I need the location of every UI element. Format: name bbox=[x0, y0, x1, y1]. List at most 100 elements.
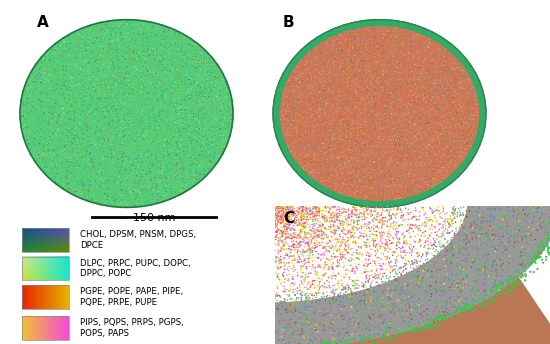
Point bbox=[280, 287, 289, 292]
Point bbox=[307, 304, 316, 309]
Point bbox=[331, 151, 340, 157]
Point bbox=[340, 182, 349, 187]
Point bbox=[89, 103, 97, 108]
Point bbox=[85, 151, 94, 157]
Point bbox=[427, 111, 436, 117]
Point bbox=[444, 224, 453, 229]
Point bbox=[423, 180, 432, 185]
Point bbox=[352, 286, 361, 291]
Point bbox=[323, 100, 332, 106]
Point bbox=[300, 139, 309, 144]
Point bbox=[314, 107, 322, 112]
Point bbox=[320, 225, 329, 230]
Point bbox=[449, 252, 458, 258]
Point bbox=[538, 223, 547, 229]
Point bbox=[304, 82, 312, 88]
Point bbox=[290, 69, 299, 75]
Point bbox=[390, 164, 399, 170]
Point bbox=[366, 86, 375, 92]
Point bbox=[36, 111, 45, 117]
Point bbox=[437, 314, 446, 320]
Point bbox=[331, 132, 339, 138]
Point bbox=[455, 168, 464, 173]
Point bbox=[430, 88, 439, 94]
Point bbox=[154, 71, 163, 77]
Point bbox=[40, 66, 49, 72]
Point bbox=[400, 319, 409, 324]
Point bbox=[309, 204, 318, 210]
Point bbox=[343, 53, 352, 59]
Point bbox=[325, 64, 334, 69]
Point bbox=[147, 178, 156, 183]
Point bbox=[122, 123, 131, 129]
Point bbox=[354, 25, 362, 31]
Point bbox=[289, 144, 298, 150]
Point bbox=[431, 182, 439, 187]
Point bbox=[374, 77, 383, 83]
Point bbox=[372, 65, 381, 71]
Point bbox=[180, 75, 189, 81]
Point bbox=[94, 30, 103, 35]
Point bbox=[292, 217, 301, 223]
Point bbox=[540, 240, 548, 246]
Point bbox=[390, 85, 399, 91]
Point bbox=[291, 323, 300, 328]
Point bbox=[400, 62, 409, 67]
Point bbox=[291, 248, 300, 254]
Point bbox=[310, 162, 319, 168]
Point bbox=[459, 267, 468, 272]
Point bbox=[72, 57, 81, 62]
Point bbox=[359, 284, 368, 289]
Point bbox=[115, 68, 124, 74]
Point bbox=[158, 43, 167, 49]
Point bbox=[146, 167, 155, 172]
Point bbox=[109, 26, 118, 32]
Point bbox=[220, 92, 229, 97]
Point bbox=[294, 155, 302, 161]
Point bbox=[327, 144, 336, 150]
Point bbox=[400, 102, 409, 107]
Point bbox=[499, 267, 508, 273]
Point bbox=[98, 161, 107, 167]
Point bbox=[457, 134, 466, 140]
Point bbox=[326, 71, 334, 77]
Point bbox=[283, 218, 292, 224]
Point bbox=[353, 215, 362, 221]
Point bbox=[416, 154, 425, 160]
Point bbox=[416, 155, 425, 160]
Point bbox=[202, 98, 211, 103]
Point bbox=[278, 204, 287, 209]
Point bbox=[458, 94, 466, 99]
Point bbox=[504, 256, 513, 261]
Point bbox=[185, 147, 194, 152]
Point bbox=[96, 143, 104, 149]
Point bbox=[521, 273, 530, 279]
Point bbox=[340, 162, 349, 168]
Point bbox=[402, 127, 411, 132]
Point bbox=[161, 100, 169, 105]
Point bbox=[448, 206, 457, 212]
Point bbox=[493, 228, 502, 233]
Point bbox=[322, 188, 331, 193]
Point bbox=[318, 207, 327, 213]
Point bbox=[212, 143, 221, 148]
Point bbox=[339, 150, 348, 155]
Point bbox=[365, 204, 373, 210]
Point bbox=[355, 195, 364, 201]
Point bbox=[367, 170, 376, 175]
Point bbox=[142, 116, 151, 121]
Point bbox=[141, 47, 150, 53]
Point bbox=[356, 336, 365, 342]
Point bbox=[101, 109, 109, 115]
Point bbox=[106, 57, 114, 62]
Point bbox=[351, 134, 360, 139]
Point bbox=[210, 90, 218, 96]
Point bbox=[468, 230, 476, 236]
Point bbox=[387, 49, 396, 54]
Point bbox=[384, 298, 393, 304]
Point bbox=[45, 121, 53, 127]
Point bbox=[355, 49, 364, 54]
Point bbox=[360, 300, 369, 305]
Point bbox=[73, 106, 81, 111]
Point bbox=[328, 181, 337, 186]
